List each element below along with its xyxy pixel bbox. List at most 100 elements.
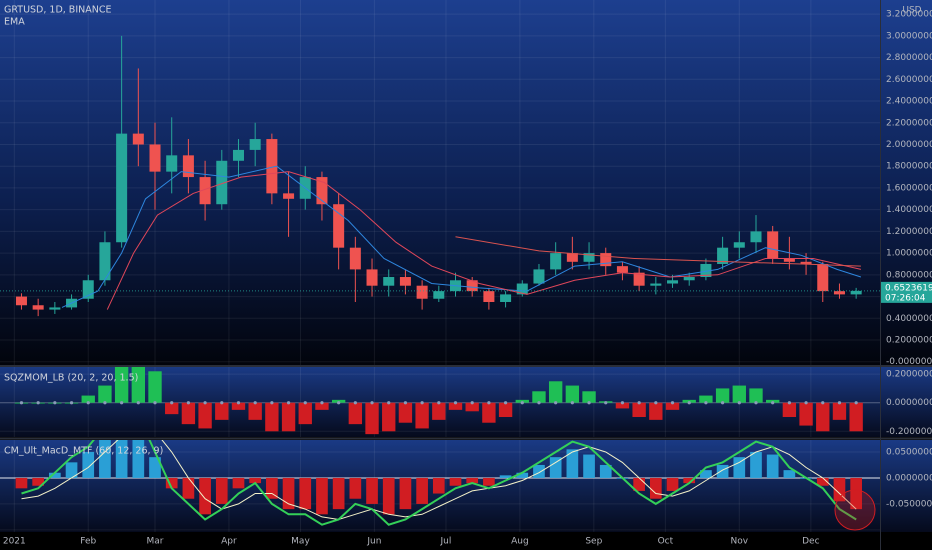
x-tick-label: Feb [80,537,96,547]
axes: 2021 Feb Mar Apr May Jun Jul Aug Sep Oct Nov Dec -0.… [3,10,932,547]
candle-body [266,139,278,194]
candle-body [616,266,628,273]
histogram-bar [131,367,145,403]
histogram-bar [49,472,61,478]
squeeze-dot [270,401,274,405]
ema-label: EMA [4,17,25,28]
candle-body [466,280,478,292]
squeeze-dot [537,401,541,405]
x-tick-label: Aug [511,537,529,547]
squeeze-dot [771,401,775,405]
candle-body [416,285,428,299]
squeeze-title: SQZMOM_LB (20, 2, 20, 1.5) [4,373,138,384]
histogram-bar [65,462,78,478]
ema-line [106,171,862,310]
candle-body [316,177,328,205]
x-tick-label: Apr [221,537,237,547]
histogram-bar [615,402,630,409]
candle-body [15,296,27,306]
histogram-bar [782,402,797,417]
histogram-bar [232,477,245,489]
histogram-bar [565,385,580,403]
x-tick-label: Oct [658,537,674,547]
candle-body [833,291,845,295]
time-axis-background [0,532,932,550]
histogram-bar [599,464,612,478]
histogram-bar [215,477,228,504]
candle-body [600,253,612,267]
y-tick-label: 0.00000000 [886,398,932,408]
y-tick-label: 1.00000000 [886,249,932,259]
histogram-bar [482,402,496,423]
histogram-bar [82,451,95,478]
squeeze-dot [854,401,858,405]
y-tick-label: 0.80000000 [886,270,932,280]
histogram-bar [181,402,196,425]
histogram-bar [448,402,463,410]
squeeze-dot [170,401,174,405]
y-tick-label: 2.00000000 [886,140,932,150]
histogram-bar [666,477,679,491]
last-price-label: 0.65236199 [885,283,932,293]
candle-body [116,133,128,243]
histogram-bar [415,402,429,429]
histogram-bar [432,402,446,420]
histogram-bar [432,477,445,494]
main-pane [0,0,880,365]
squeeze-dot [637,401,641,405]
squeeze-dot [303,401,307,405]
squeeze-dot [186,401,191,405]
x-tick-label: May [291,537,310,547]
candle-body [232,149,244,161]
histogram-bar [665,402,680,410]
x-tick-label: Nov [731,537,749,547]
candle-body [566,253,578,262]
squeeze-dot [120,401,124,405]
histogram-bar [198,402,212,429]
candle-body [850,290,862,295]
candle-body [516,283,528,295]
histogram-bar [733,457,746,478]
candle-body [717,247,729,264]
histogram-bar [498,402,513,417]
candle-body [249,139,261,150]
histogram-bar [148,371,162,403]
histogram-bar [182,477,195,499]
candle-body [399,277,411,286]
candle-body [349,247,361,270]
squeeze-dot [437,401,441,405]
histogram-bar [99,440,111,478]
squeeze-dot [103,401,107,405]
candle-body [533,269,545,284]
candle-body [99,242,111,281]
histogram-bar [249,477,262,484]
currency-label: USD [902,6,921,16]
main-pane-background [0,0,932,365]
candle-body [700,263,712,278]
squeeze-dot [704,401,708,405]
squeeze-dot [570,401,574,405]
candle-body [750,231,762,243]
histogram-bar [215,402,229,420]
candle-body [550,253,562,270]
squeeze-dot [86,401,90,405]
x-tick-label: Jul [440,537,452,547]
y-tick-label: 2.60000000 [886,75,932,85]
squeeze-dot [337,401,341,405]
highlight-circle [834,489,876,531]
squeeze-dot [470,401,474,405]
histogram-bar [465,402,479,412]
histogram-bar [199,477,211,515]
candle-body [333,204,345,248]
macd-title: CM_Ult_MacD_MTF (60, 12, 26, 9) [4,446,163,457]
candle-body [500,294,512,302]
histogram-bar [382,477,395,515]
histogram-bar [783,470,796,478]
histogram-bar [799,402,813,426]
histogram-bar [115,440,128,478]
candle-body [82,280,94,299]
